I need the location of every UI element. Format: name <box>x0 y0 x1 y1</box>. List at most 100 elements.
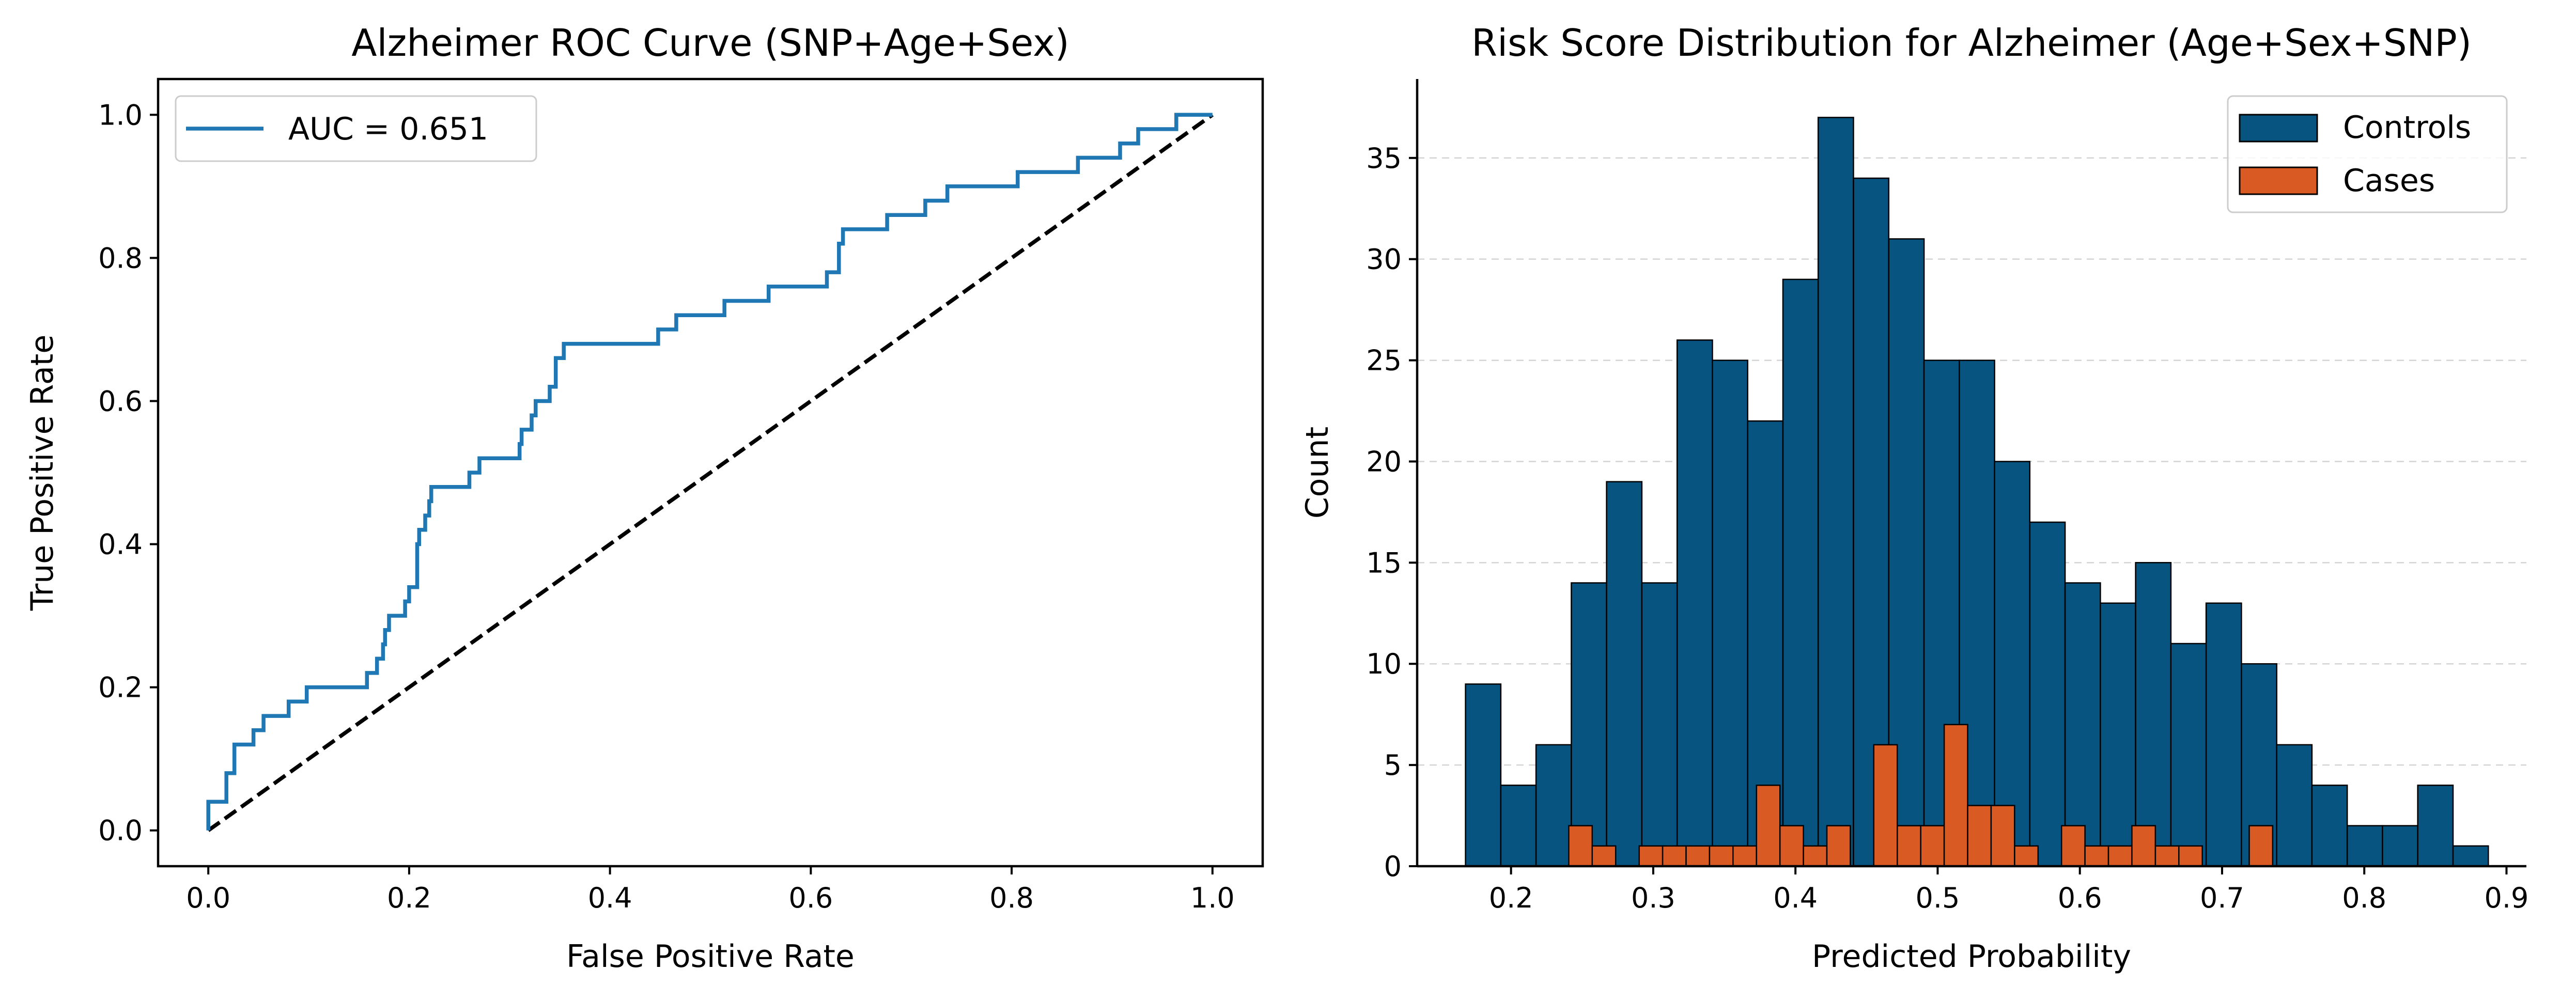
cases-bar <box>2178 845 2203 867</box>
cases-bar <box>1568 825 1593 867</box>
roc-x-tick-label: 0.2 <box>387 882 431 914</box>
controls-bar <box>2311 785 2348 867</box>
hist-x-tick-label: 0.4 <box>1773 882 1818 914</box>
roc-y-tick-label: 0.2 <box>98 671 143 704</box>
controls-bar <box>1817 117 1854 867</box>
hist-y-tick-label: 15 <box>1366 546 1402 579</box>
controls-bar <box>1712 359 1748 867</box>
roc-x-axis-label: False Positive Rate <box>566 939 855 975</box>
hist-x-axis-label: Predicted Probability <box>1812 939 2131 975</box>
hist-legend-swatch-controls <box>2239 114 2318 143</box>
cases-bar <box>1685 845 1711 867</box>
hist-x-tick-label: 0.7 <box>2200 882 2244 914</box>
cases-bar <box>1638 845 1664 867</box>
roc-x-tick-label: 0.8 <box>989 882 1034 914</box>
roc-x-tick-label: 0.4 <box>588 882 632 914</box>
hist-x-tick-label: 0.5 <box>1915 882 1960 914</box>
roc-plot-area <box>206 113 1214 832</box>
roc-chance-diagonal-line <box>207 113 1214 832</box>
hist-legend-label-controls: Controls <box>2343 110 2471 146</box>
controls-bar <box>2452 845 2489 867</box>
hist-y-axis: 0 5 10 15 20 25 30 35 <box>1366 142 1417 883</box>
hist-legend: Controls Cases <box>2227 95 2508 213</box>
hist-y-tick-label: 5 <box>1384 749 1402 781</box>
roc-legend-label: AUC = 0.651 <box>288 111 488 147</box>
cases-bar <box>2248 825 2274 867</box>
hist-x-tick-label: 0.8 <box>2342 882 2386 914</box>
cases-bar <box>1826 825 1851 867</box>
hist-y-tick-label: 25 <box>1366 345 1402 377</box>
controls-bar <box>1571 582 1607 867</box>
hist-x-tick-label: 0.6 <box>2058 882 2102 914</box>
cases-bar <box>2060 825 2086 867</box>
cases-bar <box>2014 845 2039 867</box>
controls-bar <box>2205 602 2242 867</box>
controls-bar <box>2417 785 2454 867</box>
histogram-panel: 0.2 0.3 0.4 0.5 0.6 0.7 0.8 0.9 05101520253035 … <box>1299 21 2528 975</box>
hist-legend-label-cases: Cases <box>2343 163 2435 199</box>
controls-bar <box>1782 278 1819 867</box>
cases-bar <box>2154 845 2180 867</box>
roc-x-tick-label: 1.0 <box>1190 882 1235 914</box>
cases-bar <box>1967 805 1992 867</box>
hist-y-tick-label: 20 <box>1366 445 1402 478</box>
roc-y-tick-label: 0.0 <box>98 815 143 847</box>
hist-plot-area <box>1465 117 2489 867</box>
cases-bar <box>1591 845 1617 867</box>
roc-x-tick-label: 0.6 <box>788 882 833 914</box>
hist-y-tick-label: 0 <box>1384 850 1402 883</box>
cases-bar <box>1990 805 2015 867</box>
cases-bar <box>1756 785 1781 867</box>
roc-y-tick-label: 0.4 <box>98 528 143 561</box>
hist-x-axis: 0.2 0.3 0.4 0.5 0.6 0.7 0.8 0.9 <box>1489 866 2529 914</box>
hist-title: Risk Score Distribution for Alzheimer (A… <box>1471 21 2472 65</box>
roc-y-axis: 0.0 0.2 0.4 0.6 0.8 1.0 <box>98 99 158 847</box>
controls-bar <box>1500 785 1537 867</box>
cases-bar <box>1873 744 1898 867</box>
roc-legend-box <box>175 95 537 162</box>
roc-legend: AUC = 0.651 <box>175 95 537 162</box>
roc-curve-line <box>206 113 1213 831</box>
roc-y-tick-label: 0.8 <box>98 242 143 274</box>
cases-bar <box>1662 845 1687 867</box>
roc-x-tick-label: 0.0 <box>186 882 230 914</box>
controls-bar <box>1465 683 1502 867</box>
cases-bar <box>1803 845 1828 867</box>
roc-y-axis-label: True Positive Rate <box>24 335 60 611</box>
hist-x-tick-label: 0.3 <box>1631 882 1675 914</box>
hist-x-tick-label: 0.2 <box>1489 882 1533 914</box>
controls-bar <box>2276 744 2313 867</box>
hist-legend-swatch-cases <box>2239 166 2318 195</box>
controls-bar <box>2064 582 2101 867</box>
roc-frame <box>157 77 1264 868</box>
controls-bar <box>1535 744 1572 867</box>
cases-bar <box>2084 845 2109 867</box>
controls-bar <box>1641 582 1678 867</box>
controls-bar <box>2382 825 2418 867</box>
roc-panel: 0.0 0.2 0.4 0.6 0.8 1.0 0.0 0.2 0.4 0.6 0.8 1.0 Al… <box>24 21 1264 975</box>
controls-bar <box>2135 562 2172 867</box>
controls-bar <box>2346 825 2383 867</box>
roc-title: Alzheimer ROC Curve (SNP+Age+Sex) <box>351 21 1069 65</box>
cases-bar <box>2107 845 2133 867</box>
controls-bar <box>1606 481 1643 867</box>
cases-bar <box>1779 825 1804 867</box>
roc-y-tick-label: 1.0 <box>98 99 143 131</box>
cases-bar <box>1943 724 1968 867</box>
controls-bar <box>2170 643 2207 867</box>
roc-y-tick-label: 0.6 <box>98 385 143 417</box>
cases-bar <box>1920 825 1945 867</box>
controls-bar <box>1676 339 1713 867</box>
controls-bar <box>2029 521 2066 867</box>
hist-y-tick-label: 10 <box>1366 648 1402 680</box>
roc-x-axis: 0.0 0.2 0.4 0.6 0.8 1.0 <box>186 866 1235 914</box>
hist-y-tick-label: 35 <box>1366 142 1402 175</box>
cases-bar <box>1732 845 1757 867</box>
hist-x-tick-label: 0.9 <box>2485 882 2529 914</box>
cases-bar <box>1709 845 1734 867</box>
hist-y-axis-label: Count <box>1299 427 1336 519</box>
controls-bar <box>2100 602 2136 867</box>
cases-bar <box>2131 825 2156 867</box>
cases-bar <box>1897 825 1921 867</box>
